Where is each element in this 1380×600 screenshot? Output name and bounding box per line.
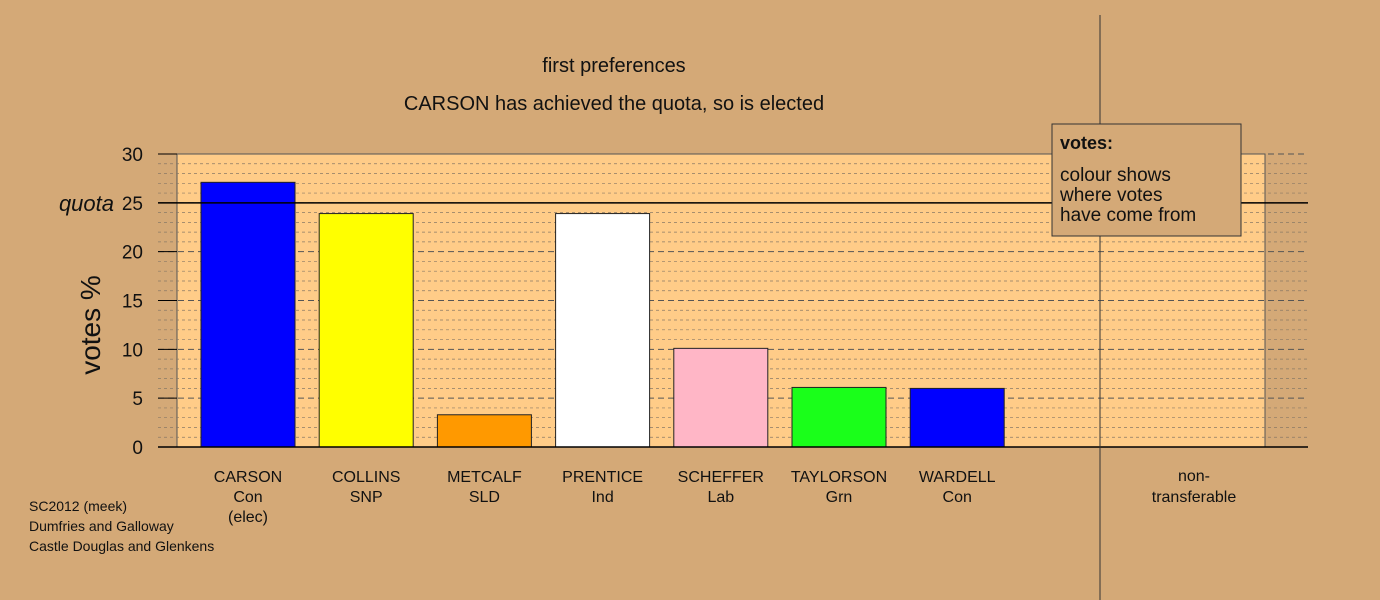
footer-line-1: SC2012 (meek) [29,498,127,514]
category-party: Ind [591,489,613,506]
y-tick-label: 15 [122,292,143,313]
bar-prentice [555,213,651,448]
category-labels: CARSON Con (elec) COLLINS SNP METCALF SLD PRENT… [214,469,996,526]
y-tick-label: 0 [132,438,143,459]
y-axis-label: votes % [75,275,106,375]
legend: votes: colour shows where votes have com… [1051,123,1242,237]
category-party: Con [233,489,262,506]
category-name: PRENTICE [562,469,643,486]
footer-line-2: Dumfries and Galloway [29,518,174,534]
y-tick-label: 10 [122,340,143,361]
bar-scheffer [673,347,769,448]
category-party: Lab [707,489,734,506]
category-name: CARSON [214,469,282,486]
category-note: (elec) [228,509,268,526]
category-name: METCALF [447,469,522,486]
y-axis-ticks: 0 5 10 15 20 25 30 [122,145,177,459]
category-party: SLD [469,489,500,506]
chart-title: first preferences [542,55,685,77]
bar-metcalf [436,414,532,448]
bar-carson [200,181,296,448]
category-name: COLLINS [332,469,400,486]
category-party: Con [943,489,972,506]
legend-line-1: colour shows [1060,165,1171,186]
category-party: SNP [350,489,383,506]
legend-box [1051,123,1242,237]
legend-line-3: have come from [1060,205,1196,226]
y-tick-label: 5 [132,389,143,410]
footer-line-3: Castle Douglas and Glenkens [29,538,214,554]
y-tick-label: 25 [122,194,143,215]
non-transferable-label-line1: non- [1178,468,1210,485]
category-name: SCHEFFER [678,469,764,486]
legend-title: votes: [1060,133,1113,153]
quota-label: quota [59,191,114,216]
category-name: TAYLORSON [791,469,887,486]
category-party: Grn [826,489,853,506]
legend-line-2: where votes [1059,185,1162,206]
bar-collins [318,213,414,448]
y-tick-label: 20 [122,243,143,264]
bar-taylorson [791,386,887,448]
bar-wardell [909,387,1005,448]
y-tick-label: 30 [122,145,143,166]
category-name: WARDELL [919,469,996,486]
chart-subtitle: CARSON has achieved the quota, so is ele… [404,93,824,115]
non-transferable-label-line2: transferable [1152,489,1237,506]
